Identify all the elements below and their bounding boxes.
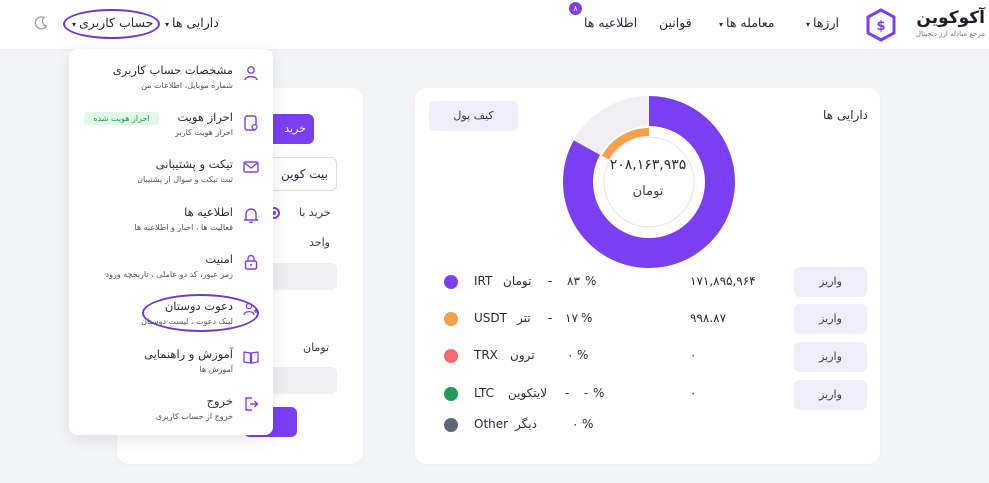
- asset-percent: ۸۳: [567, 274, 580, 288]
- menu-item-subtitle: آموزش ها: [199, 365, 233, 374]
- menu-item-subtitle: فعالیت ها ، اخبار و اطلاعیه ها: [134, 223, 233, 232]
- deposit-button[interactable]: واریز: [794, 342, 867, 372]
- percent-sign: %: [585, 274, 597, 288]
- menu-item-tickets[interactable]: تیکت و پشتیبانی ثبت تیکت و سوال از پشتیب…: [69, 157, 273, 204]
- asset-name: لایتکوین: [508, 386, 548, 400]
- menu-item-subtitle: خروج از حساب کاربری: [155, 412, 233, 421]
- nav-currencies[interactable]: ارزها▾: [806, 15, 839, 30]
- asset-symbol: USDT: [474, 311, 507, 325]
- assets-donut-chart: [563, 96, 735, 268]
- deposit-button[interactable]: واریز: [794, 267, 867, 297]
- menu-item-title: امنیت: [205, 252, 233, 266]
- moon-icon[interactable]: [33, 15, 49, 31]
- percent-sign: %: [581, 311, 593, 325]
- wallet-button[interactable]: کیف پول: [429, 101, 518, 131]
- legend-dot-trx: [444, 349, 458, 363]
- menu-item-title: خروج: [206, 394, 233, 408]
- total-value: ۲۰۸,۱۶۳,۹۳۵: [609, 157, 687, 173]
- user-icon: [244, 66, 258, 81]
- menu-item-title: اطلاعیه ها: [184, 205, 233, 219]
- asset-amount: ۰: [690, 348, 697, 362]
- asset-amount: ۱۷۱,۸۹۵,۹۶۴: [690, 274, 756, 288]
- chevron-down-icon: ▾: [719, 20, 724, 29]
- percent-sign: %: [593, 386, 605, 400]
- asset-name: تتر: [517, 311, 531, 325]
- menu-item-notifications[interactable]: اطلاعیه ها فعالیت ها ، اخبار و اطلاعیه ه…: [69, 205, 273, 252]
- deposit-button[interactable]: واریز: [794, 380, 867, 410]
- asset-dash: -: [565, 386, 570, 400]
- lock-icon: [244, 254, 258, 270]
- id-card-icon: [244, 115, 258, 131]
- nav-assets-label: دارایی ها: [172, 15, 219, 30]
- nav-assets[interactable]: دارایی ها▾: [165, 15, 219, 30]
- menu-item-tutorials[interactable]: آموزش و راهنمایی آموزش ها: [69, 347, 273, 394]
- nav-trades-label: معامله ها: [726, 15, 775, 30]
- asset-name: دیگر: [515, 417, 537, 431]
- asset-amount: ۰: [690, 386, 697, 400]
- menu-item-subtitle: ثبت تیکت و سوال از پشتیبان: [137, 175, 233, 184]
- annotation-circle-invite: [142, 294, 259, 332]
- total-unit: تومان: [632, 184, 664, 199]
- mail-icon: [243, 161, 259, 173]
- donut-segment-usdt: [595, 128, 703, 236]
- asset-name: تومان: [503, 274, 532, 288]
- asset-symbol: Other: [474, 417, 509, 431]
- top-navbar: [0, 0, 989, 50]
- annotation-circle-account: [63, 9, 160, 39]
- menu-item-title: آموزش و راهنمایی: [144, 347, 233, 361]
- menu-item-subtitle: رمز عبور، کد دو عاملی ، تاریخچه ورود: [105, 270, 233, 279]
- nav-rules[interactable]: قوانین: [659, 15, 692, 30]
- bell-icon: [243, 208, 259, 224]
- logo-icon[interactable]: $: [864, 8, 898, 42]
- menu-item-subtitle: شماره موبایل، اطلاعات من: [141, 81, 233, 90]
- logout-icon: [245, 397, 259, 411]
- menu-item-title: احراز هویت: [177, 110, 233, 124]
- coin-select-label: بیت کوین: [281, 167, 328, 181]
- logo-subtitle: مرجع مبادله ارز دیجیتال: [915, 30, 985, 38]
- legend-dot-other: [444, 418, 458, 432]
- asset-percent: ۰: [567, 348, 574, 362]
- legend-dot-usdt: [444, 312, 458, 326]
- assets-title: دارایی ها: [823, 108, 868, 122]
- menu-item-verification[interactable]: احراز هویت احراز هویت کاربر: [69, 110, 273, 157]
- asset-dash: -: [548, 311, 553, 325]
- percent-sign: %: [577, 348, 589, 362]
- percent-sign: %: [582, 417, 594, 431]
- asset-name: ترون: [510, 348, 535, 362]
- menu-item-subtitle: احراز هویت کاربر: [175, 128, 233, 137]
- menu-item-security[interactable]: امنیت رمز عبور، کد دو عاملی ، تاریخچه ور…: [69, 252, 273, 299]
- menu-item-logout[interactable]: خروج خروج از حساب کاربری: [69, 394, 273, 441]
- notifications-badge: ۸: [569, 2, 582, 15]
- asset-symbol: LTC: [474, 386, 495, 400]
- asset-percent: ۱۷: [565, 311, 578, 325]
- chevron-down-icon: ▾: [165, 20, 170, 29]
- logo-title[interactable]: آکوکوین: [916, 8, 985, 28]
- donut-segment-irt: [563, 96, 735, 268]
- asset-dash: -: [548, 274, 553, 288]
- menu-item-title: تیکت و پشتیبانی: [155, 157, 233, 171]
- nav-currencies-label: ارزها: [813, 15, 839, 30]
- legend-dot-irt: [444, 275, 458, 289]
- asset-symbol: IRT: [474, 274, 493, 288]
- asset-percent: ۰: [572, 417, 579, 431]
- menu-item-profile[interactable]: مشخصات حساب کاربری شماره موبایل، اطلاعات…: [69, 63, 273, 110]
- asset-percent: -: [584, 386, 589, 400]
- toman-label: تومان: [303, 341, 330, 354]
- asset-symbol: TRX: [474, 348, 498, 362]
- svg-text:$: $: [876, 19, 885, 34]
- menu-item-title: مشخصات حساب کاربری: [112, 63, 233, 77]
- chevron-down-icon: ▾: [806, 20, 811, 29]
- nav-trades[interactable]: معامله ها▾: [719, 15, 774, 30]
- nav-notifications[interactable]: اطلاعیه ها: [584, 15, 638, 30]
- deposit-button[interactable]: واریز: [794, 304, 867, 334]
- unit-label: واحد: [309, 236, 330, 249]
- book-icon: [243, 351, 259, 364]
- asset-amount: ۹۹۸.۸۷: [690, 311, 727, 325]
- verified-badge: احراز هویت شده: [84, 112, 159, 125]
- buy-with-label: خرید با: [299, 206, 331, 219]
- legend-dot-ltc: [444, 387, 458, 401]
